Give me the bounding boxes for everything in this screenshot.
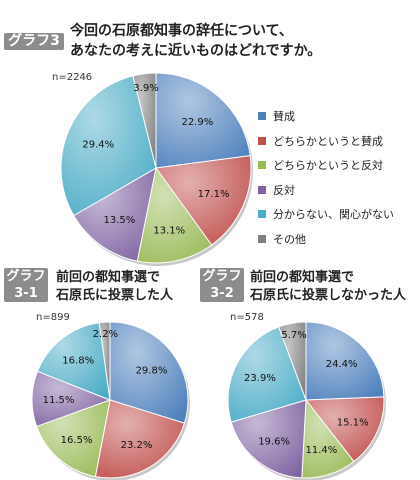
legend-label-somewhat-agree: どちらかというと賛成 [273, 134, 383, 148]
pie-1-slice-somewhat-disagree-highlight [137, 168, 212, 263]
legend: 賛成 どちらかというと賛成 どちらかというと反対 反対 分からない、関心がない … [258, 104, 394, 251]
pie-3-label-agree: 24.4% [326, 359, 358, 370]
legend-swatch-somewhat-agree [258, 136, 266, 145]
pie-2-slice-somewhat-agree-highlight [95, 400, 185, 479]
graph-3-title-line-2: あなたの考えに近いものはどれですか。 [70, 43, 322, 59]
pie-2-label-agree: 29.8% [136, 365, 168, 376]
graph-3-title-line-1: 今回の石原都知事の辞任について、 [70, 23, 293, 39]
pie-1-label-unknown: 29.4% [82, 140, 114, 151]
pie-chart-2: 29.8% 23.2% 16.5% 11.5% 16.8% 2.2% [31, 321, 190, 480]
pie-1-label-other: 3.9% [133, 83, 158, 94]
pie-3-slice-agree-highlight [306, 322, 384, 400]
pie-2-slice-disagree-highlight [32, 371, 110, 427]
pie-3-slice-other-highlight [278, 322, 306, 400]
chart-1-sample-size: n=2246 [52, 72, 93, 83]
legend-label-disagree: 反対 [273, 183, 295, 197]
legend-swatch-unknown [258, 210, 266, 219]
pie-3-slice-somewhat-agree-highlight [306, 396, 384, 462]
graph-3-1-title-line-1: 前回の都知事選で [56, 270, 161, 285]
pie-1-label-agree: 22.9% [181, 117, 213, 128]
pie-3-label-somewhat-agree: 15.1% [337, 418, 369, 429]
legend-item-somewhat-disagree: どちらかというと反対 [258, 153, 394, 178]
graph-3-1-tag-line-1: グラフ [6, 269, 46, 284]
pie-1-label-somewhat-agree: 17.1% [198, 189, 230, 200]
graph-3-2-tag-line-1: グラフ [202, 269, 242, 284]
pie-1-slice-other-highlight [132, 73, 156, 168]
pie-chart-3: 24.4% 15.1% 11.4% 19.6% 23.9% 5.7% [227, 321, 386, 480]
pie-1-slice-somewhat-agree-highlight [156, 155, 251, 245]
graph-3-1-tag: グラフ 3-1 [4, 268, 48, 302]
graph-3-tag: グラフ3 [4, 33, 64, 50]
graph-3-2-title-line-1: 前回の都知事選で [250, 270, 355, 285]
legend-swatch-disagree [258, 185, 266, 194]
pie-2-label-somewhat-disagree: 16.5% [61, 435, 93, 446]
pie-3-slice-unknown-highlight [228, 326, 306, 423]
pie-2-label-somewhat-agree: 23.2% [121, 440, 153, 451]
legend-item-agree: 賛成 [258, 104, 394, 129]
legend-swatch-somewhat-disagree [258, 161, 266, 170]
graph-3-2-title-line-2: 石原氏に投票しなかった人 [250, 288, 407, 303]
graph-3-2-tag-line-2: 3-2 [210, 286, 234, 301]
legend-swatch-other [258, 234, 266, 243]
pie-3-label-somewhat-disagree: 11.4% [306, 445, 338, 456]
pie-3-label-other: 5.7% [281, 330, 306, 341]
legend-label-other: その他 [273, 232, 306, 246]
chart-2-sample-size: n=899 [36, 312, 70, 323]
pie-1-label-somewhat-disagree: 13.1% [153, 225, 185, 236]
pie-2-label-other: 2.2% [93, 329, 118, 340]
pie-3-slice-somewhat-disagree-highlight [301, 400, 354, 478]
pie-2-slice-agree-highlight [110, 322, 188, 424]
pie-2-label-disagree: 11.5% [43, 395, 75, 406]
legend-item-unknown: 分からない、関心がない [258, 202, 394, 227]
legend-swatch-agree [258, 112, 266, 121]
graph-3-1-tag-line-2: 3-1 [14, 286, 38, 301]
pie-3-label-disagree: 19.6% [258, 436, 290, 447]
pie-2-slice-somewhat-disagree-highlight [36, 400, 111, 477]
pie-3-label-unknown: 23.9% [244, 373, 276, 384]
legend-label-somewhat-disagree: どちらかというと反対 [273, 159, 383, 173]
legend-item-disagree: 反対 [258, 178, 394, 203]
pie-chart-1: 22.9% 17.1% 13.1% 13.5% 29.4% 3.9% [60, 72, 253, 266]
pie-2-slice-other-highlight [99, 322, 110, 400]
legend-item-other: その他 [258, 227, 394, 252]
legend-item-somewhat-agree: どちらかというと賛成 [258, 129, 394, 154]
legend-label-agree: 賛成 [273, 110, 295, 124]
pie-2-label-unknown: 16.8% [62, 356, 94, 367]
chart-3-sample-size: n=578 [230, 312, 264, 323]
pie-1-label-disagree: 13.5% [104, 215, 136, 226]
pie-1-slice-agree-highlight [156, 73, 251, 168]
pie-1-slice-disagree-highlight [73, 168, 156, 262]
pie-2-slice-unknown-highlight [37, 322, 110, 400]
pie-1-slice-unknown-highlight [60, 75, 156, 216]
pie-3-slice-disagree-highlight [231, 400, 306, 478]
graph-3-1-title-line-2: 石原氏に投票した人 [56, 288, 174, 303]
legend-label-unknown: 分からない、関心がない [273, 208, 394, 222]
graph-3-2-tag: グラフ 3-2 [200, 268, 244, 302]
